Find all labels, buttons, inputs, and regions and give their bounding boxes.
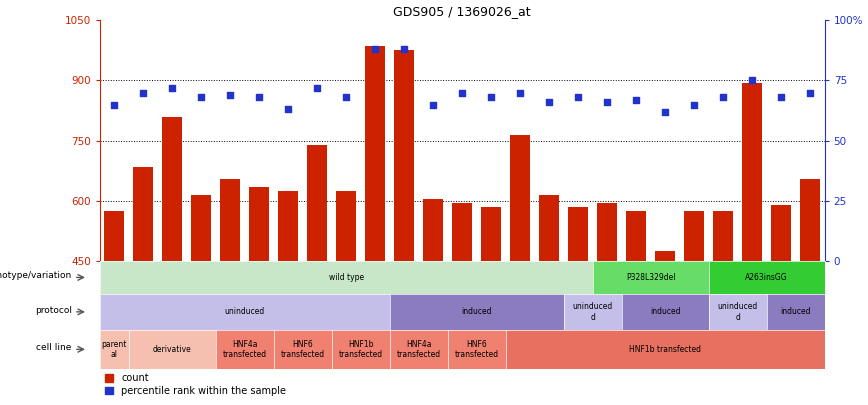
Bar — [684, 211, 704, 405]
Bar — [742, 83, 762, 405]
Bar — [249, 187, 269, 405]
Bar — [452, 203, 472, 405]
Text: derivative: derivative — [153, 345, 192, 354]
Text: induced: induced — [780, 307, 811, 316]
Text: HNF4a
transfected: HNF4a transfected — [397, 340, 441, 359]
Text: protocol: protocol — [35, 305, 72, 315]
Point — [542, 99, 556, 105]
Bar — [307, 145, 327, 405]
Point — [774, 94, 788, 100]
Text: HNF4a
transfected: HNF4a transfected — [223, 340, 266, 359]
Text: GSM27157: GSM27157 — [487, 264, 496, 305]
Point — [571, 94, 585, 100]
Text: GSM27203: GSM27203 — [110, 264, 119, 305]
Text: GSM27159: GSM27159 — [342, 264, 351, 305]
Point — [513, 90, 527, 96]
Bar — [713, 211, 733, 405]
Bar — [423, 199, 444, 405]
Bar — [162, 117, 182, 405]
Text: uninduced
d: uninduced d — [718, 302, 758, 322]
Text: GSM27165: GSM27165 — [632, 264, 641, 305]
Point — [310, 85, 324, 91]
Point — [745, 77, 759, 84]
Text: cell line: cell line — [36, 343, 72, 352]
Text: GSM27160: GSM27160 — [516, 264, 524, 305]
Bar — [336, 191, 357, 405]
Text: HNF1b transfected: HNF1b transfected — [629, 345, 701, 354]
Text: GSM27153: GSM27153 — [457, 264, 467, 305]
Text: GSM27167: GSM27167 — [690, 264, 699, 305]
Text: GSM27206: GSM27206 — [197, 264, 206, 305]
Point — [716, 94, 730, 100]
Text: GSM27150: GSM27150 — [255, 264, 264, 305]
Point — [658, 109, 672, 115]
Point — [339, 94, 353, 100]
Text: GSM27148: GSM27148 — [400, 264, 409, 305]
Point — [455, 90, 469, 96]
Text: A263insGG: A263insGG — [746, 273, 788, 282]
Point — [368, 46, 382, 52]
Point — [223, 92, 237, 98]
Point — [165, 85, 180, 91]
Bar — [771, 205, 792, 405]
Text: GSM27151: GSM27151 — [429, 264, 437, 305]
Point — [281, 106, 295, 113]
Bar — [539, 195, 559, 405]
Bar — [800, 179, 820, 405]
Text: GSM27204: GSM27204 — [139, 264, 148, 305]
Point — [136, 90, 150, 96]
Point — [253, 94, 266, 100]
Text: HNF6
transfected: HNF6 transfected — [455, 340, 499, 359]
Point — [426, 101, 440, 108]
Point — [194, 94, 208, 100]
Text: GSM27163: GSM27163 — [661, 264, 669, 305]
Legend: count, percentile rank within the sample: count, percentile rank within the sample — [105, 373, 286, 396]
Text: GSM27169: GSM27169 — [719, 264, 727, 305]
Text: GSM27161: GSM27161 — [602, 264, 612, 305]
Text: GSM27156: GSM27156 — [312, 264, 322, 305]
Title: GDS905 / 1369026_at: GDS905 / 1369026_at — [393, 5, 531, 18]
Bar — [104, 211, 124, 405]
Bar — [481, 207, 502, 405]
Bar — [278, 191, 299, 405]
Bar — [655, 251, 675, 405]
Text: GSM27063: GSM27063 — [371, 264, 379, 305]
Bar — [394, 50, 414, 405]
Text: GSM27205: GSM27205 — [168, 264, 177, 305]
Point — [600, 99, 614, 105]
Text: HNF6
transfected: HNF6 transfected — [280, 340, 325, 359]
Bar — [220, 179, 240, 405]
Text: GSM27207: GSM27207 — [226, 264, 234, 305]
Text: GSM27171: GSM27171 — [747, 264, 757, 305]
Text: induced: induced — [650, 307, 681, 316]
Text: uninduced
d: uninduced d — [573, 302, 613, 322]
Point — [108, 101, 122, 108]
Text: GSM27152: GSM27152 — [284, 264, 293, 305]
Point — [803, 90, 817, 96]
Text: GSM27170: GSM27170 — [777, 264, 786, 305]
Text: GSM27147: GSM27147 — [545, 264, 554, 305]
Bar — [365, 46, 385, 405]
Bar — [133, 167, 154, 405]
Text: P328L329del: P328L329del — [626, 273, 675, 282]
Bar — [568, 207, 589, 405]
Point — [687, 101, 701, 108]
Bar — [626, 211, 647, 405]
Bar — [510, 135, 530, 405]
Bar — [191, 195, 212, 405]
Text: wild type: wild type — [329, 273, 364, 282]
Text: uninduced: uninduced — [225, 307, 265, 316]
Bar — [597, 203, 617, 405]
Point — [484, 94, 498, 100]
Text: GSM27149: GSM27149 — [574, 264, 582, 305]
Text: parent
al: parent al — [102, 340, 127, 359]
Text: genotype/variation: genotype/variation — [0, 271, 72, 280]
Point — [629, 96, 643, 103]
Point — [398, 46, 411, 52]
Text: induced: induced — [462, 307, 492, 316]
Text: HNF1b
transfected: HNF1b transfected — [339, 340, 383, 359]
Text: GSM27172: GSM27172 — [806, 264, 814, 305]
